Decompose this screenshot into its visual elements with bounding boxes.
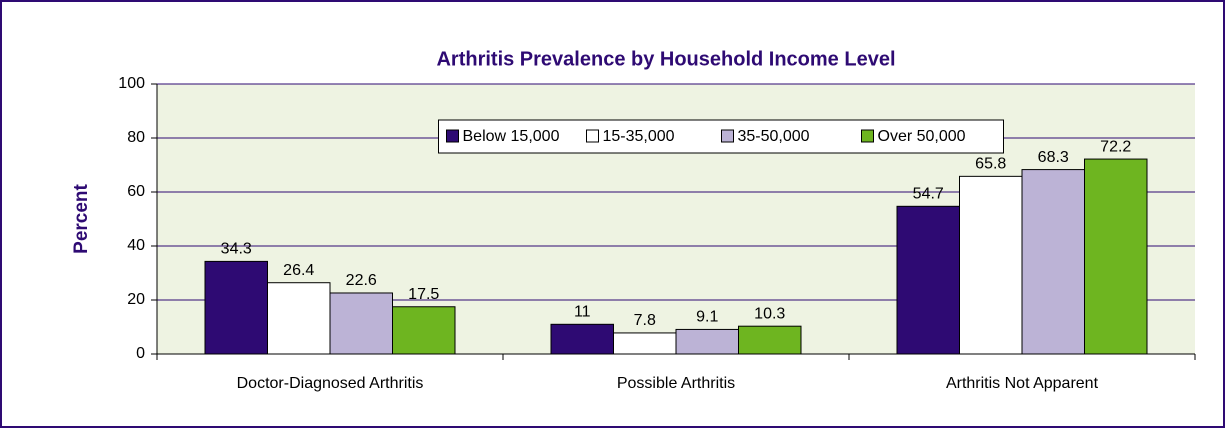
legend-label: 15-35,000	[603, 128, 675, 145]
y-axis-label: Percent	[71, 183, 92, 253]
legend-swatch	[861, 129, 874, 143]
x-tick-label: Doctor-Diagnosed Arthritis	[237, 375, 424, 392]
data-label: 34.3	[221, 241, 252, 258]
bar	[1021, 169, 1085, 355]
legend-swatch	[721, 129, 734, 143]
legend-label: 35-50,000	[738, 128, 810, 145]
legend-swatch	[586, 129, 599, 143]
data-label: 65.8	[975, 156, 1006, 173]
data-label: 26.4	[283, 262, 314, 279]
data-label: 7.8	[634, 312, 656, 329]
data-label: 11	[574, 304, 591, 321]
y-tick-label: 80	[127, 129, 145, 146]
x-tick-label: Arthritis Not Apparent	[946, 375, 1099, 392]
bar	[675, 328, 739, 355]
bar	[329, 292, 393, 355]
legend-label: Below 15,000	[463, 128, 560, 145]
data-label: 17.5	[408, 286, 439, 303]
data-label: 10.3	[754, 305, 785, 322]
bar	[896, 205, 960, 355]
bar	[738, 325, 802, 355]
data-label: 68.3	[1038, 149, 1069, 166]
bar	[392, 306, 456, 355]
data-label: 54.7	[913, 186, 944, 203]
y-tick-label: 60	[127, 183, 145, 200]
bar	[204, 260, 268, 355]
data-label: 9.1	[696, 309, 718, 326]
y-tick-label: 20	[127, 291, 145, 308]
data-label: 22.6	[346, 272, 377, 289]
bar	[1084, 158, 1148, 355]
bar	[613, 332, 677, 355]
legend-swatch	[446, 129, 459, 143]
y-tick-label: 100	[118, 75, 145, 92]
bar	[959, 175, 1023, 355]
legend-label: Over 50,000	[878, 128, 966, 145]
bar	[267, 282, 331, 355]
y-tick-label: 0	[136, 345, 145, 362]
x-tick-label: Possible Arthritis	[617, 375, 735, 392]
chart-title: Arthritis Prevalence by Household Income…	[436, 48, 895, 70]
data-label: 72.2	[1100, 138, 1131, 155]
bar	[550, 323, 614, 355]
y-tick-label: 40	[127, 237, 145, 254]
